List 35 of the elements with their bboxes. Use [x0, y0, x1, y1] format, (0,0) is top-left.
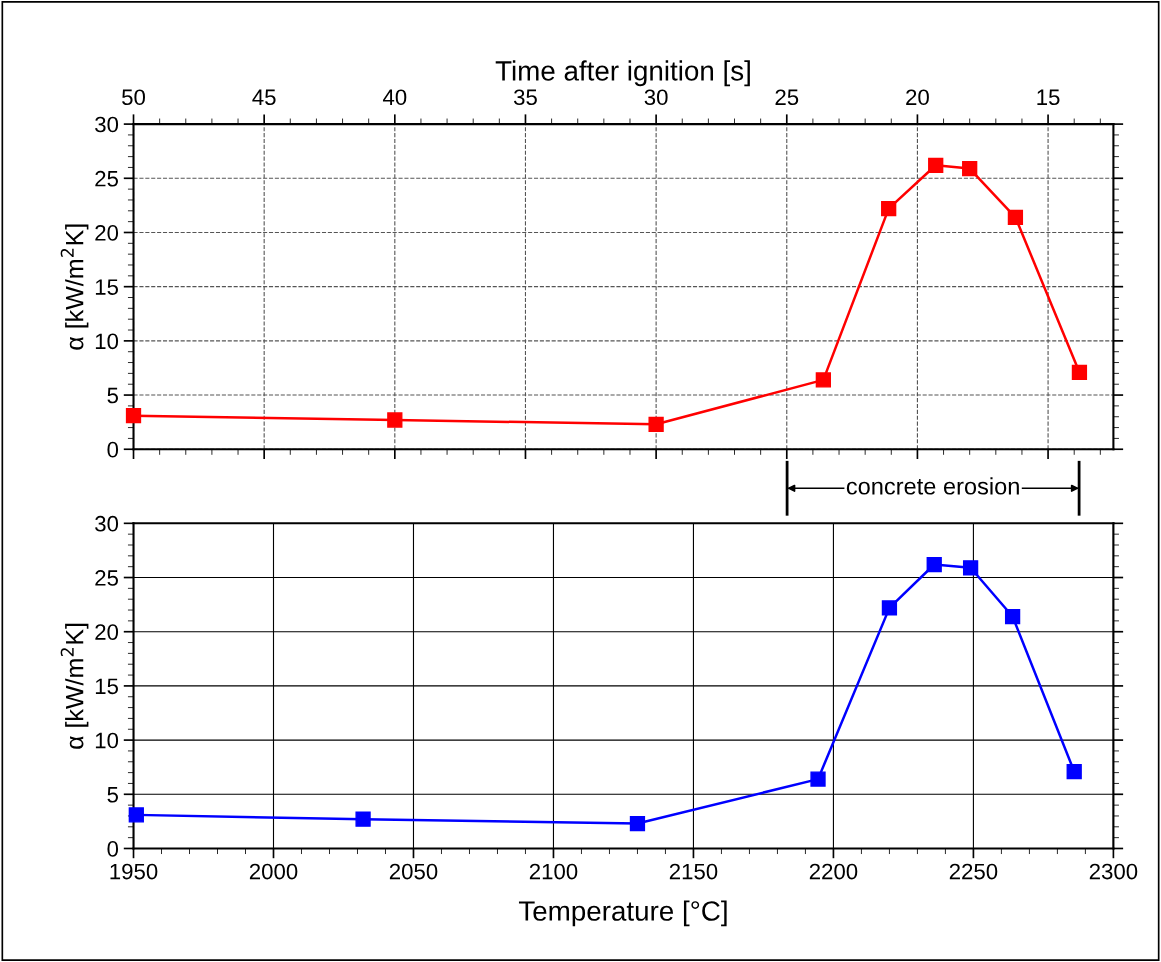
x-tick-label: 2200 — [809, 863, 858, 880]
x-tick-label: 2250 — [949, 863, 998, 880]
x-tick-label: 45 — [252, 89, 276, 106]
x-axis-title: Time after ignition [s] — [495, 60, 750, 87]
text: concrete erosion — [846, 477, 1019, 495]
x-tick-label: 50 — [122, 89, 146, 106]
x-tick-label: 15 — [1037, 89, 1060, 106]
x-tick-label: 2050 — [389, 863, 438, 880]
y-tick-label: 25 — [95, 570, 118, 586]
x-tick-label: 20 — [906, 89, 929, 106]
y-tick-label: 5 — [107, 387, 118, 404]
y-axis-title: α [kW/m$^{2}$K] — [60, 224, 89, 350]
y-tick-label: 0 — [107, 441, 119, 458]
y-tick-label: 20 — [95, 225, 119, 241]
x-tick-label: 1950 — [110, 863, 158, 880]
x-tick-label: 2150 — [669, 863, 718, 880]
x-tick-label: 40 — [382, 89, 407, 106]
x-axis-title: Temperature [°C] — [518, 900, 727, 927]
y-tick-label: 5 — [107, 787, 118, 803]
y-tick-label: 25 — [95, 170, 118, 187]
y-tick-label: 20 — [95, 624, 119, 640]
x-tick-label: 2100 — [529, 863, 578, 880]
y-tick-label: 30 — [95, 515, 119, 532]
x-tick-label: 2000 — [249, 863, 298, 880]
y-axis-title: α [kW/m$^{2}$K] — [60, 623, 89, 749]
y-tick-label: 10 — [95, 732, 119, 749]
y-tick-label: 30 — [95, 116, 119, 133]
x-tick-label: 2300 — [1089, 863, 1138, 880]
x-tick-label: 25 — [775, 89, 799, 106]
y-tick-label: 0 — [107, 841, 119, 857]
x-tick-label: 30 — [644, 89, 668, 106]
y-tick-label: 15 — [95, 279, 118, 295]
x-tick-label: 35 — [513, 89, 537, 106]
y-tick-label: 10 — [95, 333, 119, 350]
y-tick-label: 15 — [95, 678, 118, 695]
